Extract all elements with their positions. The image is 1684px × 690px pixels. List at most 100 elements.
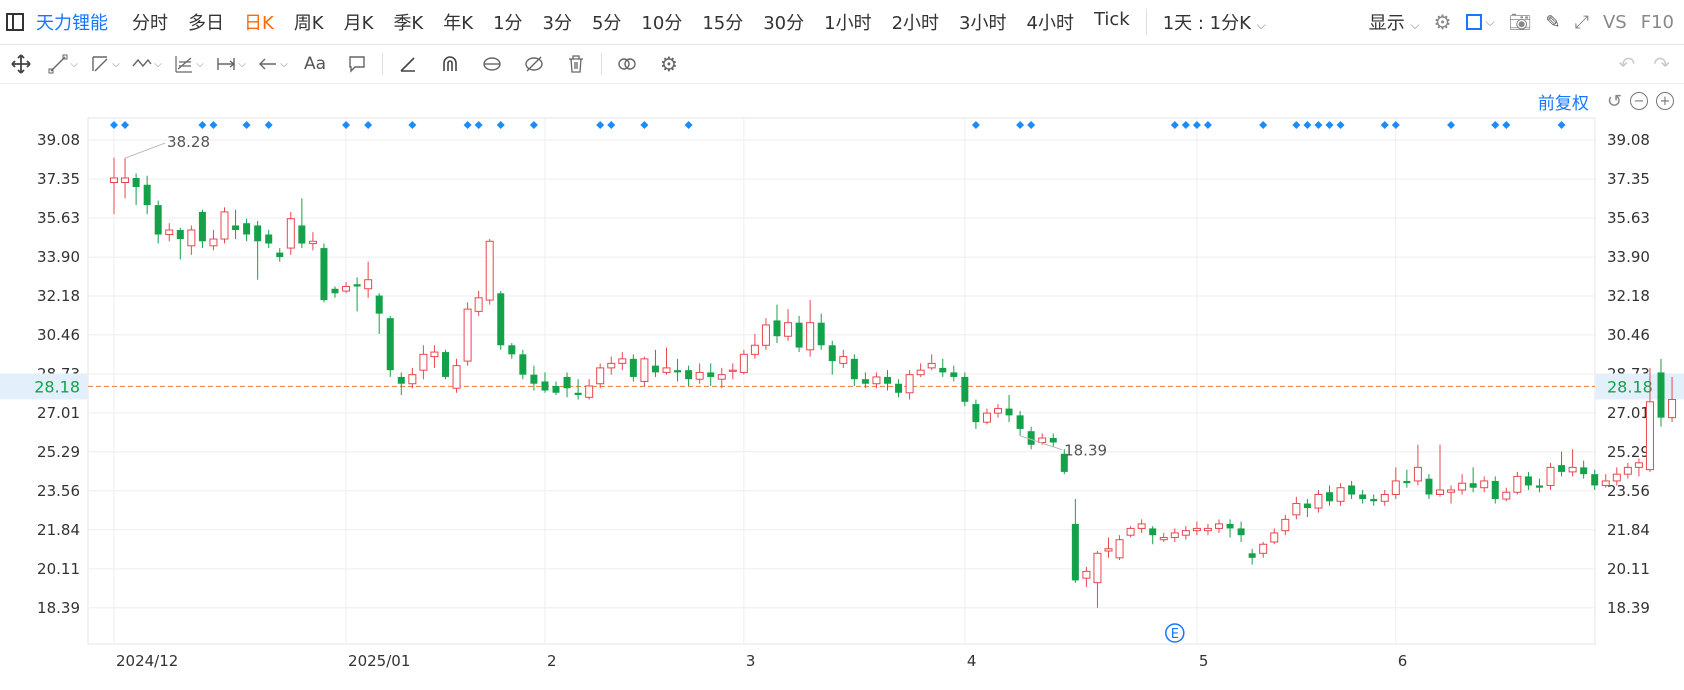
candle-body [452,365,461,389]
y-tick-label-right: 32.18 [1607,287,1650,305]
candle-body [795,322,803,348]
multi-period-selector[interactable]: 1天 : 1分K ⌵ [1153,9,1276,35]
f10-button[interactable]: F10 [1640,11,1674,33]
candle-body [982,412,991,423]
divider [382,53,383,75]
candle-body [1082,570,1091,579]
candle-body [408,374,417,385]
x-tick-label: 2 [547,652,557,670]
chevron-down-icon[interactable]: ⌵ [1485,14,1495,29]
period-tab-8[interactable]: 3分 [542,13,572,34]
period-tab-6[interactable]: 年K [443,13,474,34]
period-tab-17[interactable]: Tick [1093,9,1130,30]
range-icon[interactable]: ⌵ [210,47,252,81]
period-tab-3[interactable]: 周K [293,13,324,34]
x-tick-label: 6 [1398,652,1408,670]
event-diamond-marker [1557,121,1566,129]
period-tab-9[interactable]: 5分 [591,13,622,34]
candle-body [1359,494,1367,500]
event-diamond-marker [198,121,207,129]
sidebar-toggle-icon[interactable] [6,13,24,31]
candle-body [165,229,174,236]
event-diamond-marker [474,121,483,129]
candle-body [1634,462,1643,468]
comment-icon[interactable] [336,47,378,81]
line-icon[interactable]: ⌵ [42,47,84,81]
link-icon[interactable] [606,47,648,81]
candle-body [1524,476,1532,486]
move-icon[interactable] [0,47,42,81]
event-diamond-marker [1391,121,1400,129]
candle-body [1027,431,1035,445]
candle-body [552,385,560,393]
period-tab-5[interactable]: 季K [393,13,424,34]
event-diamond-marker [463,121,472,129]
hide-icon[interactable] [513,47,555,81]
undo-icon[interactable]: ↶ [1618,52,1636,76]
settings-icon[interactable]: ⚙ [660,52,678,76]
period-tab-1[interactable]: 多日 [188,13,224,34]
candle-body [1215,523,1223,529]
period-tab-4[interactable]: 月K [343,13,374,34]
event-diamond-marker [1447,121,1456,129]
candle-body [1370,499,1378,502]
candle-body [485,240,494,301]
period-tab-11[interactable]: 15分 [702,13,744,34]
lock-icon[interactable] [471,47,513,81]
period-tab-0[interactable]: 分时 [132,13,168,34]
trash-icon[interactable] [555,47,597,81]
event-diamond-marker [596,121,605,129]
pencil-icon[interactable]: ✎ [1545,11,1561,33]
reset-icon[interactable]: ↺ [1606,90,1622,112]
stock-name[interactable]: 天力锂能 [36,13,108,34]
event-diamond-marker [529,121,538,129]
redo-icon[interactable]: ↷ [1653,52,1670,76]
candle-body [1513,475,1522,493]
candle-body [707,372,715,377]
event-diamond-marker [1303,121,1312,129]
display-dropdown[interactable]: 显示 ⌵ [1369,9,1420,35]
candle-body [1126,527,1135,536]
event-diamond-marker [342,121,351,129]
arrow-icon[interactable]: ⌵ [252,47,294,81]
period-tab-15[interactable]: 3小时 [959,13,1007,34]
candle-body [1612,473,1621,482]
candle-body [674,370,682,373]
event-e-marker [1165,623,1185,643]
gear-icon[interactable]: ⚙ [1433,10,1452,34]
period-tab-16[interactable]: 4小时 [1026,13,1074,34]
candle-body [353,284,361,287]
low-annotation-label: 18.39 [1064,442,1107,460]
wave-icon[interactable]: ⌵ [126,47,168,81]
pen-icon[interactable] [387,47,429,81]
zoom-out-icon[interactable]: − [1630,92,1648,110]
fullscreen-icon[interactable]: ⤢ [1574,11,1589,33]
channel-icon[interactable]: ⌵ [84,47,126,81]
candle-body [1580,467,1588,475]
period-tab-14[interactable]: 2小时 [891,13,940,34]
event-diamond-marker [971,121,980,129]
event-diamond-marker [640,121,649,129]
period-tab-12[interactable]: 30分 [763,13,805,34]
candle-body [209,238,218,247]
period-tab-13[interactable]: 1小时 [824,13,872,34]
zoom-in-icon[interactable]: + [1656,92,1674,110]
camera-icon[interactable]: 📷︎ [1508,11,1532,33]
candle-body [1491,480,1499,500]
candle-body [254,225,262,242]
adjust-mode-button[interactable]: 前复权 [1537,93,1589,114]
vs-button[interactable]: VS [1602,11,1627,33]
candle-body [994,408,1002,414]
period-tab-10[interactable]: 10分 [641,13,683,34]
text-icon[interactable]: Aa [303,54,327,74]
y-tick-label-right: 37.35 [1607,170,1650,188]
period-tab-7[interactable]: 1分 [493,13,523,34]
layout-icon[interactable] [1465,14,1482,30]
event-diamond-marker [1292,121,1301,129]
period-tab-2[interactable]: 日K [244,13,274,34]
chevron-down-icon: ⌵ [1256,18,1266,32]
y-tick-label-left: 20.11 [37,560,80,578]
magnet-icon[interactable] [429,47,471,81]
fib-icon[interactable]: ⌵ [168,47,210,81]
